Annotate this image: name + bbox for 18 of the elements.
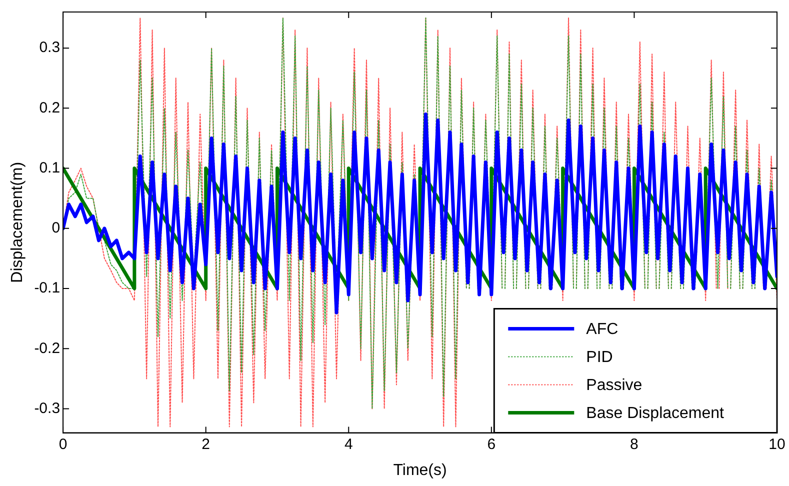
y-tick-label: -0.2 xyxy=(34,340,60,357)
y-axis-title: Displacement(m) xyxy=(9,162,26,283)
x-tick-label: 2 xyxy=(202,436,210,453)
y-tick-label: 0.2 xyxy=(39,99,60,116)
y-tick-label: 0.1 xyxy=(39,159,60,176)
legend-label: Base Displacement xyxy=(586,405,725,422)
x-tick-label: 4 xyxy=(344,436,353,453)
legend-label: PID xyxy=(586,349,613,366)
x-axis-title: Time(s) xyxy=(393,462,447,479)
y-tick-label: 0.3 xyxy=(39,39,60,56)
legend-label: Passive xyxy=(586,377,642,394)
y-tick-label: -0.3 xyxy=(34,400,60,417)
y-tick-label: 0 xyxy=(52,220,60,237)
y-tick-label: -0.1 xyxy=(34,280,60,297)
legend-label: AFC xyxy=(586,321,618,338)
x-tick-label: 6 xyxy=(487,436,496,453)
x-tick-label: 8 xyxy=(630,436,638,453)
x-tick-label: 10 xyxy=(768,436,786,453)
